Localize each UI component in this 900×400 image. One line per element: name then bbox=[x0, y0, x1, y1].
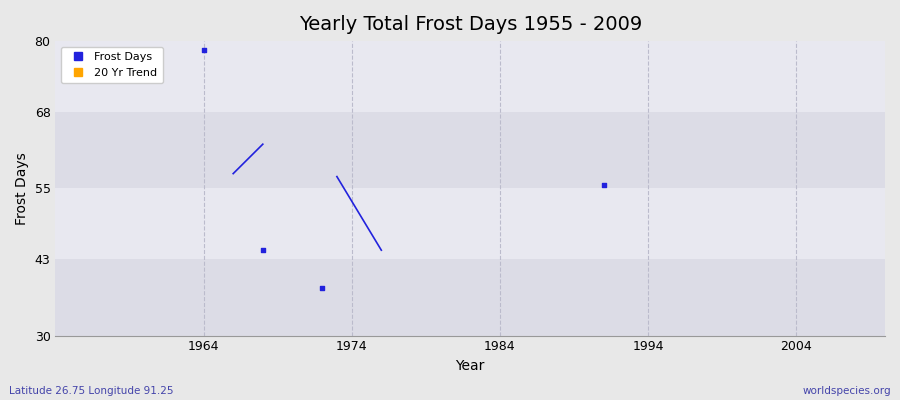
Point bbox=[315, 285, 329, 292]
Point bbox=[597, 182, 611, 189]
Bar bbox=[56, 188, 885, 259]
Text: Latitude 26.75 Longitude 91.25: Latitude 26.75 Longitude 91.25 bbox=[9, 386, 174, 396]
Legend: Frost Days, 20 Yr Trend: Frost Days, 20 Yr Trend bbox=[61, 47, 163, 83]
Title: Yearly Total Frost Days 1955 - 2009: Yearly Total Frost Days 1955 - 2009 bbox=[299, 15, 642, 34]
Bar bbox=[56, 112, 885, 188]
Y-axis label: Frost Days: Frost Days bbox=[15, 152, 29, 225]
Text: worldspecies.org: worldspecies.org bbox=[803, 386, 891, 396]
Point bbox=[256, 247, 270, 253]
Point bbox=[196, 47, 211, 53]
Bar bbox=[56, 41, 885, 112]
X-axis label: Year: Year bbox=[455, 359, 485, 373]
Bar bbox=[56, 259, 885, 336]
